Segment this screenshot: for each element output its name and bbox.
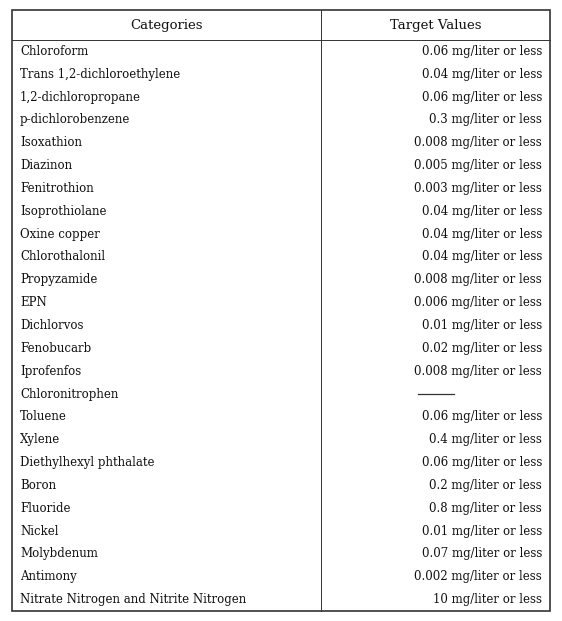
Text: 0.06 mg/liter or less: 0.06 mg/liter or less bbox=[422, 45, 542, 58]
Text: 0.4 mg/liter or less: 0.4 mg/liter or less bbox=[429, 433, 542, 446]
Text: Oxine copper: Oxine copper bbox=[20, 228, 100, 241]
Text: Propyzamide: Propyzamide bbox=[20, 273, 97, 286]
Text: 0.06 mg/liter or less: 0.06 mg/liter or less bbox=[422, 410, 542, 424]
Text: Isoxathion: Isoxathion bbox=[20, 136, 82, 149]
Text: Diazinon: Diazinon bbox=[20, 159, 72, 172]
Text: Fluoride: Fluoride bbox=[20, 502, 70, 515]
Text: Chloronitrophen: Chloronitrophen bbox=[20, 388, 119, 401]
Text: 0.005 mg/liter or less: 0.005 mg/liter or less bbox=[414, 159, 542, 172]
Text: 0.2 mg/liter or less: 0.2 mg/liter or less bbox=[429, 479, 542, 492]
Text: EPN: EPN bbox=[20, 296, 47, 309]
Text: 0.01 mg/liter or less: 0.01 mg/liter or less bbox=[422, 525, 542, 538]
Text: Trans 1,2-dichloroethylene: Trans 1,2-dichloroethylene bbox=[20, 68, 180, 81]
Text: 0.06 mg/liter or less: 0.06 mg/liter or less bbox=[422, 456, 542, 469]
Text: Chlorothalonil: Chlorothalonil bbox=[20, 250, 105, 263]
Text: 0.02 mg/liter or less: 0.02 mg/liter or less bbox=[422, 342, 542, 355]
Text: 0.3 mg/liter or less: 0.3 mg/liter or less bbox=[429, 114, 542, 127]
Text: 0.003 mg/liter or less: 0.003 mg/liter or less bbox=[414, 182, 542, 195]
Text: Diethylhexyl phthalate: Diethylhexyl phthalate bbox=[20, 456, 155, 469]
Text: 0.8 mg/liter or less: 0.8 mg/liter or less bbox=[429, 502, 542, 515]
Text: Xylene: Xylene bbox=[20, 433, 60, 446]
Text: Nitrate Nitrogen and Nitrite Nitrogen: Nitrate Nitrogen and Nitrite Nitrogen bbox=[20, 593, 246, 606]
Text: 0.07 mg/liter or less: 0.07 mg/liter or less bbox=[422, 547, 542, 560]
Text: Molybdenum: Molybdenum bbox=[20, 547, 98, 560]
Text: 0.008 mg/liter or less: 0.008 mg/liter or less bbox=[414, 273, 542, 286]
Text: Antimony: Antimony bbox=[20, 570, 77, 583]
Text: 0.06 mg/liter or less: 0.06 mg/liter or less bbox=[422, 91, 542, 104]
Text: Fenobucarb: Fenobucarb bbox=[20, 342, 91, 355]
Text: p-dichlorobenzene: p-dichlorobenzene bbox=[20, 114, 130, 127]
Text: Categories: Categories bbox=[130, 19, 203, 32]
Text: 0.008 mg/liter or less: 0.008 mg/liter or less bbox=[414, 365, 542, 378]
Text: 0.002 mg/liter or less: 0.002 mg/liter or less bbox=[414, 570, 542, 583]
Text: 0.01 mg/liter or less: 0.01 mg/liter or less bbox=[422, 319, 542, 332]
Text: 0.04 mg/liter or less: 0.04 mg/liter or less bbox=[422, 205, 542, 218]
Text: Chloroform: Chloroform bbox=[20, 45, 88, 58]
Text: Dichlorvos: Dichlorvos bbox=[20, 319, 84, 332]
Text: 10 mg/liter or less: 10 mg/liter or less bbox=[433, 593, 542, 606]
Text: Target Values: Target Values bbox=[390, 19, 482, 32]
Text: 0.04 mg/liter or less: 0.04 mg/liter or less bbox=[422, 68, 542, 81]
Text: 0.006 mg/liter or less: 0.006 mg/liter or less bbox=[414, 296, 542, 309]
Text: Nickel: Nickel bbox=[20, 525, 58, 538]
Text: 0.008 mg/liter or less: 0.008 mg/liter or less bbox=[414, 136, 542, 149]
Text: Toluene: Toluene bbox=[20, 410, 67, 424]
Text: 0.04 mg/liter or less: 0.04 mg/liter or less bbox=[422, 250, 542, 263]
Text: Fenitrothion: Fenitrothion bbox=[20, 182, 94, 195]
Text: 1,2-dichloropropane: 1,2-dichloropropane bbox=[20, 91, 141, 104]
Text: 0.04 mg/liter or less: 0.04 mg/liter or less bbox=[422, 228, 542, 241]
Text: Isoprothiolane: Isoprothiolane bbox=[20, 205, 107, 218]
Text: Boron: Boron bbox=[20, 479, 56, 492]
Text: Iprofenfos: Iprofenfos bbox=[20, 365, 81, 378]
